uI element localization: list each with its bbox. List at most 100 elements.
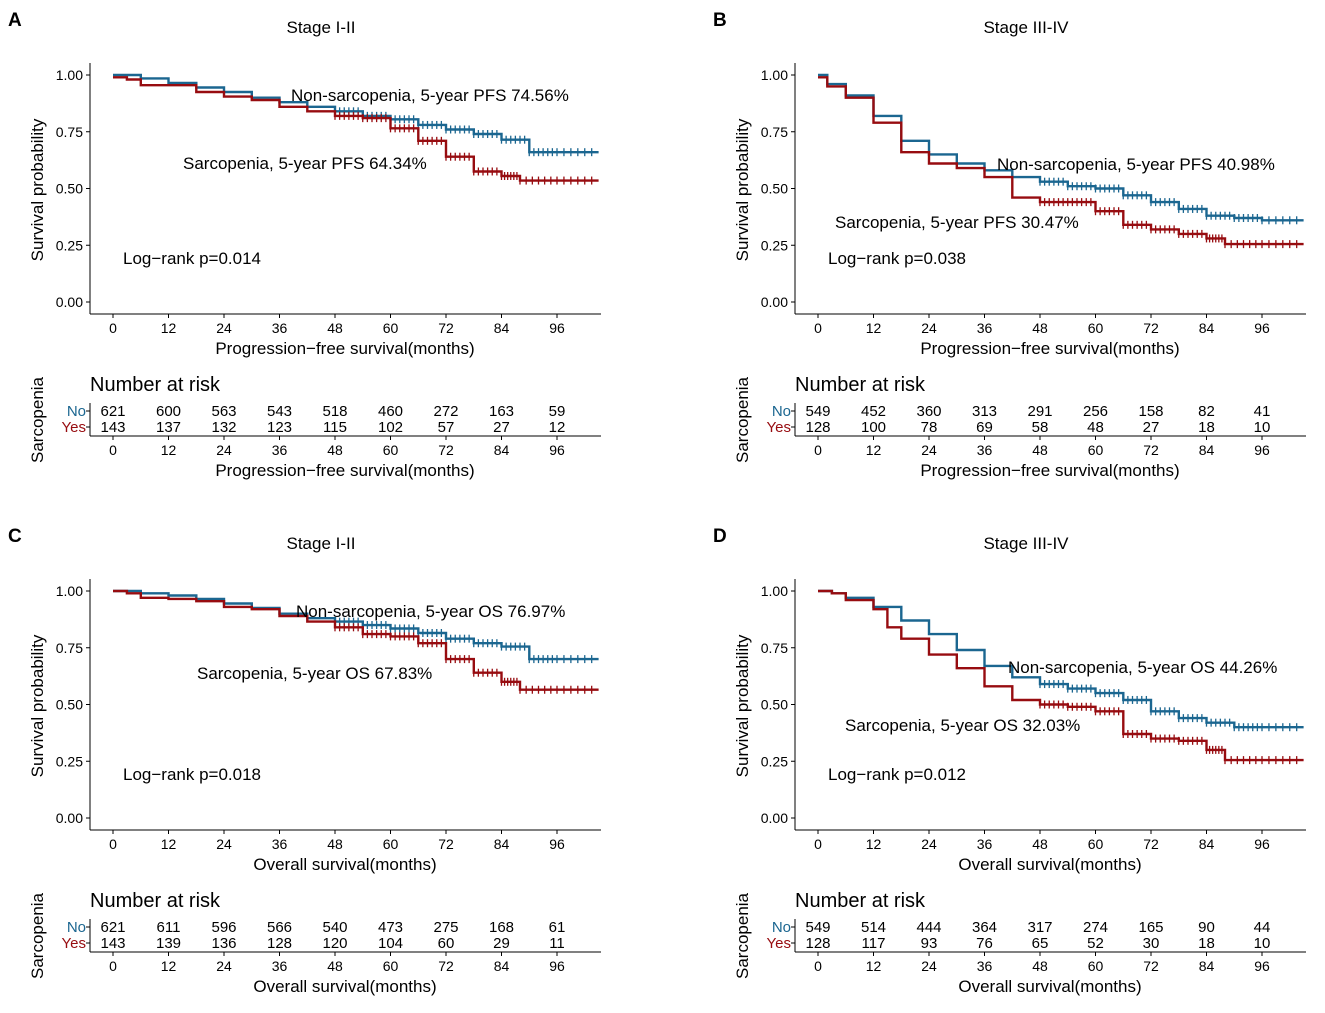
- risk-count-yes: 18: [1198, 419, 1215, 436]
- y-tick-label: 0.00: [56, 810, 83, 826]
- x-tick-label: 84: [494, 320, 510, 336]
- risk-count-yes: 93: [921, 935, 938, 952]
- risk-count-no: 473: [378, 919, 403, 936]
- risk-x-tick-label: 48: [327, 958, 343, 974]
- risk-count-yes: 136: [211, 935, 236, 952]
- x-tick-label: 36: [977, 320, 993, 336]
- x-tick-label: 60: [383, 320, 399, 336]
- logrank-label: Log−rank p=0.014: [123, 249, 261, 268]
- risk-count-yes: 143: [100, 935, 125, 952]
- non-sarcopenia-label: Non-sarcopenia, 5-year OS 76.97%: [296, 602, 565, 621]
- x-tick-label: 0: [109, 836, 117, 852]
- risk-x-tick-label: 12: [866, 442, 882, 458]
- risk-count-no: 272: [433, 403, 458, 420]
- non-sarcopenia-label: Non-sarcopenia, 5-year OS 44.26%: [1008, 658, 1277, 677]
- x-tick-label: 84: [494, 836, 510, 852]
- x-tick-label: 84: [1199, 836, 1215, 852]
- risk-count-no: 275: [433, 919, 458, 936]
- y-tick-label: 1.00: [56, 583, 83, 599]
- risk-count-no: 274: [1083, 919, 1108, 936]
- risk-count-no: 543: [267, 403, 292, 420]
- x-tick-label: 36: [977, 836, 993, 852]
- risk-count-yes: 137: [156, 419, 181, 436]
- risk-x-tick-label: 48: [1032, 958, 1048, 974]
- panel-C: C Stage I-II 0.00 0.25 0.50 0.75 1.00 0 12 24 36 48…: [8, 526, 601, 996]
- risk-count-no: 549: [805, 403, 830, 420]
- risk-count-no: 158: [1138, 403, 1163, 420]
- y-tick-label: 0.25: [761, 753, 788, 769]
- x-tick-label: 12: [161, 836, 177, 852]
- logrank-label: Log−rank p=0.012: [828, 765, 966, 784]
- risk-x-tick-label: 0: [814, 442, 822, 458]
- y-tick-label: 0.25: [761, 237, 788, 253]
- risk-group-no: No: [772, 403, 791, 420]
- panel-letter: D: [713, 526, 727, 547]
- x-tick-label: 0: [814, 836, 822, 852]
- risk-count-no: 313: [972, 403, 997, 420]
- x-tick-label: 36: [272, 320, 288, 336]
- risk-x-tick-label: 0: [109, 958, 117, 974]
- x-axis-title: Overall survival(months): [253, 855, 436, 874]
- risk-table-ylabel: Sarcopenia: [28, 376, 47, 463]
- y-tick-label: 0.00: [761, 294, 788, 310]
- risk-count-yes: 65: [1032, 935, 1049, 952]
- risk-x-tick-label: 72: [1143, 958, 1159, 974]
- risk-table-title: Number at risk: [90, 890, 221, 912]
- risk-count-no: 518: [322, 403, 347, 420]
- panel-title: Stage I-II: [287, 534, 356, 553]
- panel-letter: B: [713, 10, 727, 31]
- risk-x-tick-label: 24: [921, 442, 937, 458]
- y-tick-label: 0.50: [761, 181, 788, 197]
- risk-x-tick-label: 60: [383, 442, 399, 458]
- risk-count-no: 444: [916, 919, 941, 936]
- risk-x-axis-title: Overall survival(months): [253, 977, 436, 996]
- risk-x-tick-label: 36: [272, 958, 288, 974]
- risk-table-title: Number at risk: [90, 374, 221, 396]
- x-tick-label: 48: [1032, 320, 1048, 336]
- x-tick-label: 48: [327, 320, 343, 336]
- x-tick-label: 84: [1199, 320, 1215, 336]
- risk-count-yes: 27: [493, 419, 510, 436]
- risk-x-axis-title: Overall survival(months): [958, 977, 1141, 996]
- risk-count-no: 90: [1198, 919, 1215, 936]
- risk-x-tick-label: 12: [866, 958, 882, 974]
- risk-count-no: 549: [805, 919, 830, 936]
- risk-count-yes: 102: [378, 419, 403, 436]
- risk-x-tick-label: 0: [109, 442, 117, 458]
- risk-count-yes: 29: [493, 935, 510, 952]
- y-axis-title: Survival probability: [733, 634, 752, 777]
- risk-x-tick-label: 96: [1254, 442, 1270, 458]
- logrank-label: Log−rank p=0.018: [123, 765, 261, 784]
- x-tick-label: 72: [1143, 320, 1159, 336]
- risk-group-no: No: [67, 403, 86, 420]
- y-tick-label: 0.75: [56, 124, 83, 140]
- risk-count-no: 61: [549, 919, 566, 936]
- x-tick-label: 72: [1143, 836, 1159, 852]
- x-tick-label: 72: [438, 836, 454, 852]
- y-tick-label: 0.75: [56, 640, 83, 656]
- risk-count-yes: 60: [438, 935, 455, 952]
- risk-count-yes: 104: [378, 935, 403, 952]
- risk-group-no: No: [772, 919, 791, 936]
- x-tick-label: 96: [1254, 836, 1270, 852]
- sarcopenia-label: Sarcopenia, 5-year OS 67.83%: [197, 664, 432, 683]
- risk-count-no: 611: [157, 919, 181, 936]
- risk-count-no: 317: [1027, 919, 1052, 936]
- risk-table-title: Number at risk: [795, 890, 926, 912]
- x-tick-label: 96: [549, 320, 565, 336]
- risk-x-tick-label: 84: [494, 958, 510, 974]
- panel-title: Stage III-IV: [983, 534, 1069, 553]
- risk-x-tick-label: 24: [921, 958, 937, 974]
- risk-count-yes: 52: [1087, 935, 1104, 952]
- risk-count-yes: 123: [267, 419, 292, 436]
- x-tick-label: 12: [866, 320, 882, 336]
- x-tick-label: 60: [383, 836, 399, 852]
- x-tick-label: 60: [1088, 836, 1104, 852]
- risk-count-no: 566: [267, 919, 292, 936]
- risk-table-ylabel: Sarcopenia: [733, 892, 752, 979]
- risk-x-tick-label: 12: [161, 958, 177, 974]
- risk-count-yes: 128: [267, 935, 292, 952]
- risk-count-yes: 117: [862, 935, 886, 952]
- panel-title: Stage III-IV: [983, 18, 1069, 37]
- risk-x-axis-title: Progression−free survival(months): [920, 461, 1179, 480]
